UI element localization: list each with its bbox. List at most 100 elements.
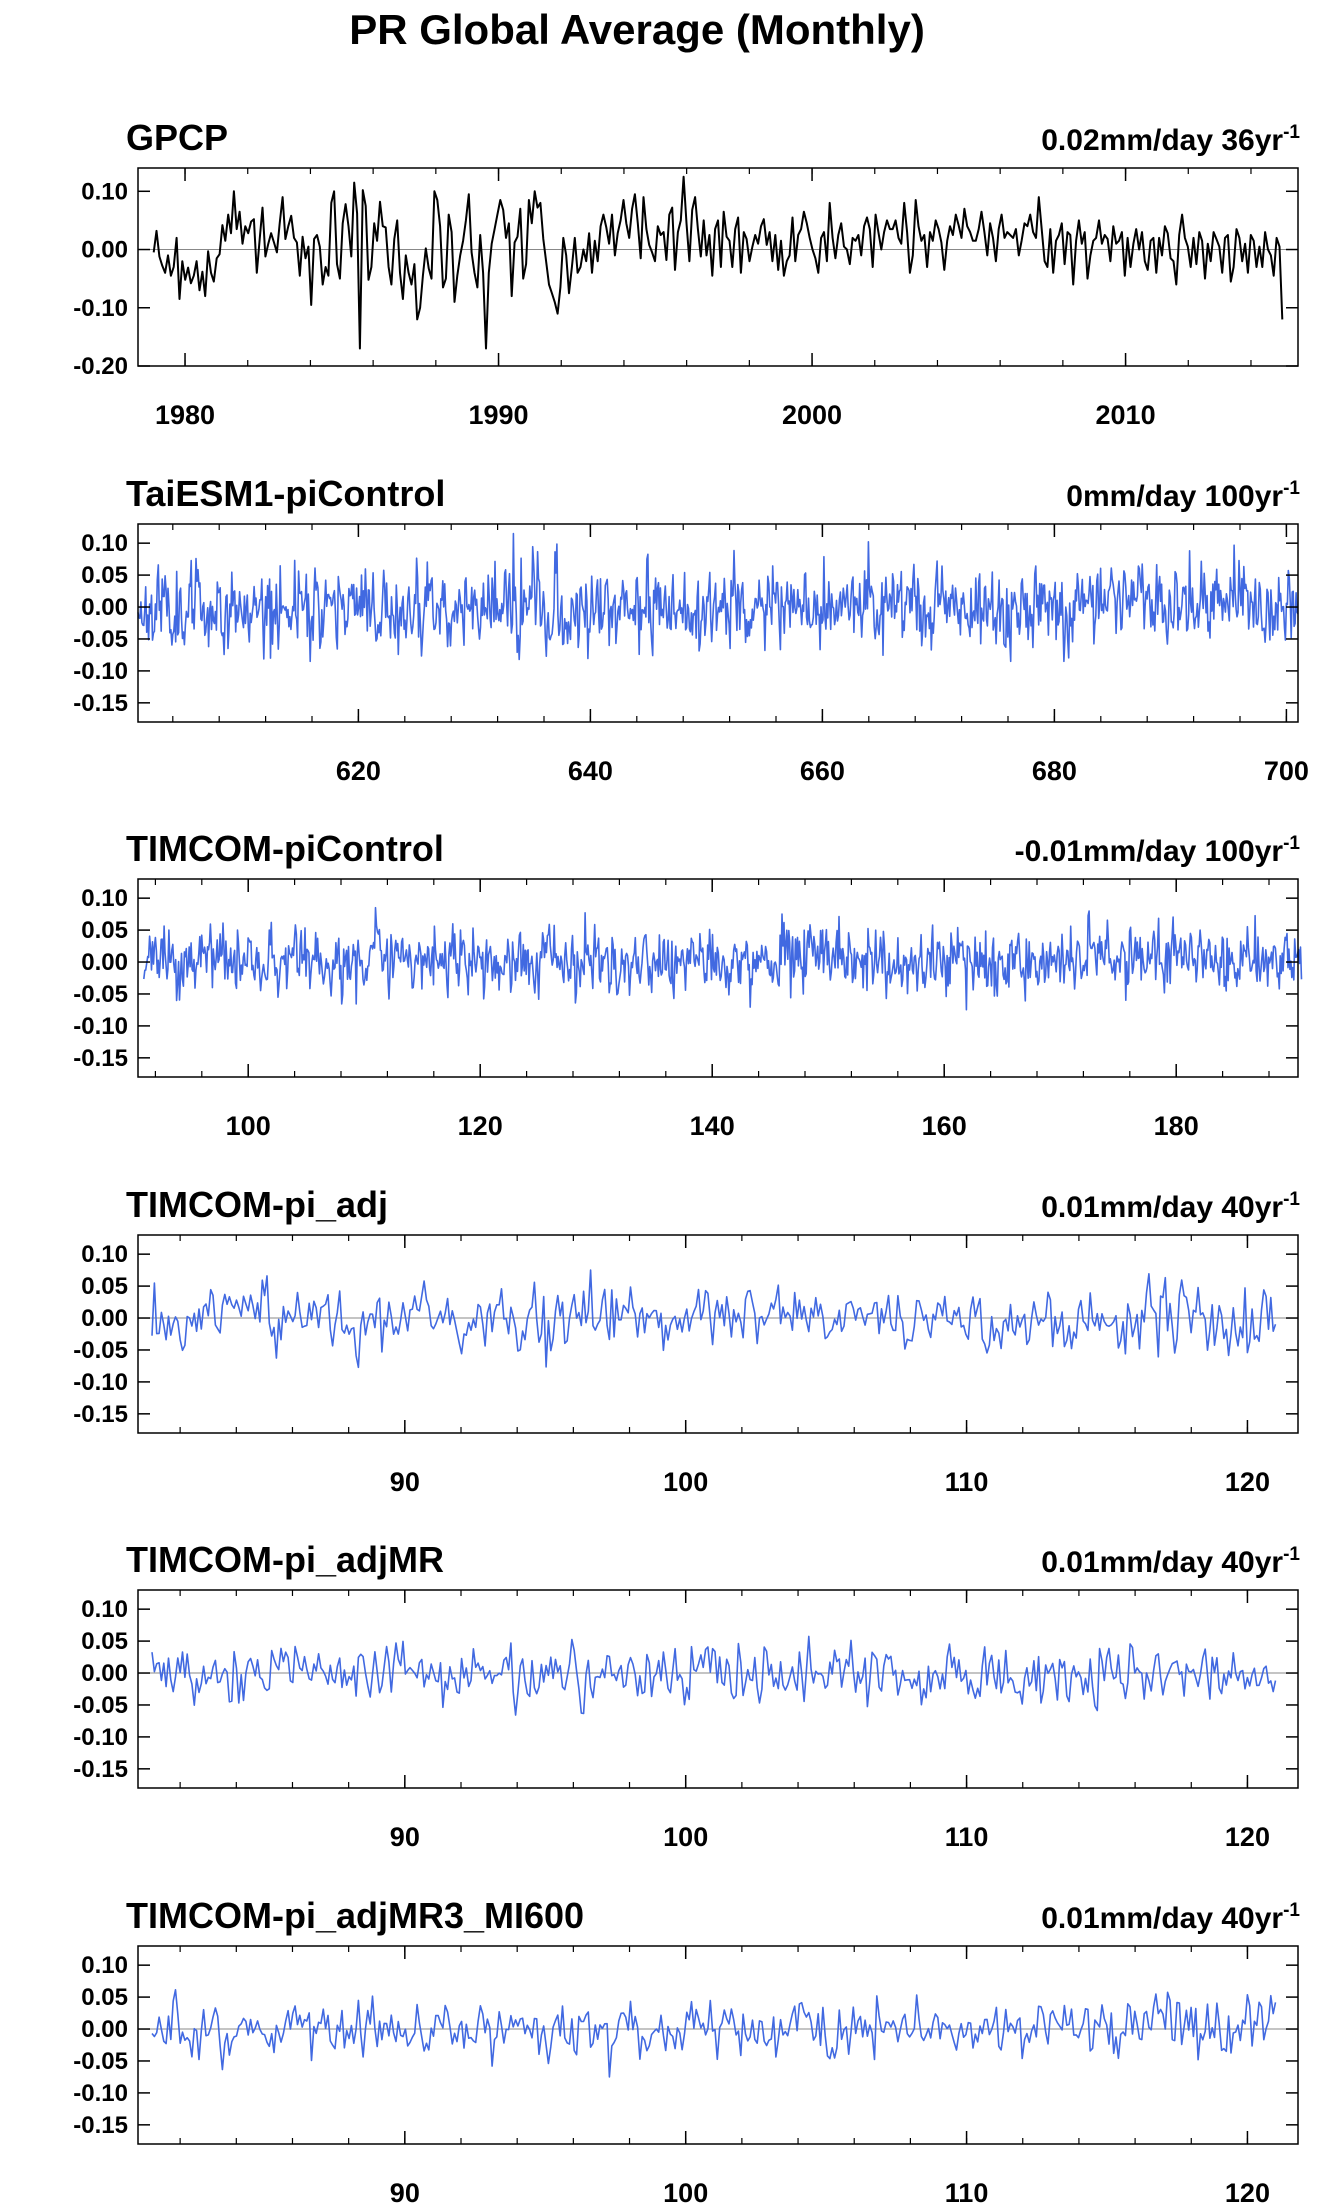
ytick-label: -0.10 — [73, 295, 128, 322]
ytick-label: -0.15 — [73, 1401, 128, 1428]
ytick-label: 0.05 — [81, 562, 128, 589]
panel-title: TIMCOM-piControl — [126, 828, 444, 869]
xtick-label: 620 — [336, 756, 381, 786]
series-line — [151, 1635, 1277, 1716]
xtick-label: 120 — [1225, 1822, 1270, 1852]
panel-title: TIMCOM-pi_adj — [126, 1184, 388, 1225]
ytick-label: 0.10 — [81, 178, 128, 205]
ytick-label: 0.10 — [81, 1952, 128, 1979]
xtick-label: 2010 — [1096, 400, 1156, 430]
ytick-label: 0.00 — [81, 2016, 128, 2043]
panel-title: TIMCOM-pi_adjMR3_MI600 — [126, 1895, 584, 1936]
panel-3: TIMCOM-piControl -0.01mm/day 100yr-1 0.10 0… — [73, 828, 1303, 1141]
ytick-label: -0.05 — [73, 626, 128, 653]
ytick-label: -0.05 — [73, 1692, 128, 1719]
panels: GPCP 0.02mm/day 36yr -1 0.10 0.00 -0.10 -0.20 1… — [73, 117, 1309, 2208]
series-line — [143, 906, 1303, 1011]
ytick-label: -0.05 — [73, 2048, 128, 2075]
panel-4: TIMCOM-pi_adj 0.01mm/day 40yr-1 0.10 0.05 0.… — [73, 1184, 1300, 1497]
xtick-label: 1990 — [469, 400, 529, 430]
ytick-label: -0.05 — [73, 1337, 128, 1364]
ytick-label: -0.15 — [73, 690, 128, 717]
ytick-label: -0.15 — [73, 2112, 128, 2139]
trend-value: 0.01mm/day 40yr — [1041, 1191, 1283, 1224]
ytick-label: 0.05 — [81, 1628, 128, 1655]
ytick-label: -0.10 — [73, 658, 128, 685]
xtick-label: 100 — [663, 1467, 708, 1497]
trend-label: 0.01mm/day 40yr-1 — [1041, 1189, 1300, 1224]
xtick-label: 110 — [945, 1467, 989, 1497]
trend-value: 0.02mm/day 36yr — [1041, 124, 1283, 157]
panel-1: GPCP 0.02mm/day 36yr-1 0.10 0.00 -0.10 -0.20 1… — [73, 117, 1300, 430]
xtick-label: 120 — [1225, 2178, 1270, 2208]
panel-5: TIMCOM-pi_adjMR 0.01mm/day 40yr-1 0.10 0.05… — [73, 1539, 1300, 1852]
xtick-label: 100 — [663, 1822, 708, 1852]
trend-superscript: -1 — [1283, 833, 1300, 854]
ytick-label: 0.10 — [81, 885, 128, 912]
figure-title: PR Global Average (Monthly) — [349, 6, 925, 53]
ytick-label: 0.10 — [81, 530, 128, 557]
trend-label: 0mm/day 100yr-1 — [1066, 478, 1300, 513]
xtick-label: 660 — [800, 756, 845, 786]
xtick-label: 180 — [1154, 1111, 1199, 1141]
xtick-label: 700 — [1264, 756, 1309, 786]
ytick-label: 0.00 — [81, 1305, 128, 1332]
trend-value: 0mm/day 100yr — [1066, 480, 1283, 513]
plot-frame — [137, 1234, 1299, 1434]
trend-superscript: -1 — [1283, 1189, 1300, 1210]
xtick-label: 140 — [690, 1111, 735, 1141]
xtick-label: 160 — [922, 1111, 967, 1141]
xtick-label: 680 — [1032, 756, 1077, 786]
series-line — [151, 1989, 1277, 2078]
ytick-label: 0.05 — [81, 1984, 128, 2011]
trend-label: -0.01mm/day 100yr-1 — [1015, 833, 1301, 868]
ytick-label: -0.10 — [73, 1724, 128, 1751]
xtick-label: 90 — [390, 1822, 420, 1852]
series-line — [137, 532, 1299, 663]
series-line — [152, 175, 1284, 350]
xtick-label: 110 — [945, 1822, 989, 1852]
ytick-label: 0.00 — [81, 594, 128, 621]
ytick-label: 0.10 — [81, 1241, 128, 1268]
trend-label: 0.01mm/day 40yr-1 — [1041, 1544, 1300, 1579]
trend-superscript: -1 — [1283, 1900, 1300, 1921]
xtick-label: 110 — [945, 2178, 989, 2208]
xtick-label: 1980 — [155, 400, 215, 430]
plot-frame — [137, 1945, 1299, 2145]
xtick-label: 100 — [663, 2178, 708, 2208]
ytick-label: -0.10 — [73, 2080, 128, 2107]
plot-frame — [137, 523, 1299, 723]
plot-frame — [137, 1589, 1299, 1789]
ytick-label: 0.05 — [81, 1273, 128, 1300]
ytick-label: -0.05 — [73, 981, 128, 1008]
ytick-label: -0.15 — [73, 1756, 128, 1783]
ytick-label: 0.00 — [81, 1660, 128, 1687]
plot-frame — [137, 167, 1299, 367]
xtick-label: 100 — [226, 1111, 271, 1141]
ytick-label: 0.10 — [81, 1596, 128, 1623]
trend-superscript: -1 — [1283, 1544, 1300, 1565]
panel-6: TIMCOM-pi_adjMR3_MI600 0.01mm/day 40yr-10… — [73, 1895, 1300, 2208]
trend-superscript: -1 — [1283, 478, 1300, 499]
ytick-label: -0.10 — [73, 1369, 128, 1396]
panel-title: GPCP — [126, 117, 228, 158]
ytick-label: -0.10 — [73, 1013, 128, 1040]
trend-label: 0.01mm/day 40yr-1 — [1041, 1900, 1300, 1935]
plot-frame — [137, 878, 1299, 1078]
ytick-label: 0.05 — [81, 917, 128, 944]
xtick-label: 640 — [568, 756, 613, 786]
xtick-label: 2000 — [782, 400, 842, 430]
panel-title: TaiESM1-piControl — [126, 473, 445, 514]
xtick-label: 90 — [390, 1467, 420, 1497]
trend-value: -0.01mm/day 100yr — [1015, 835, 1284, 868]
xtick-label: 90 — [390, 2178, 420, 2208]
ytick-label: -0.15 — [73, 1045, 128, 1072]
ytick-label: -0.20 — [73, 353, 128, 380]
series-line — [151, 1269, 1277, 1369]
panel-title: TIMCOM-pi_adjMR — [126, 1539, 444, 1580]
ytick-label: 0.00 — [81, 949, 128, 976]
trend-value: 0.01mm/day 40yr — [1041, 1902, 1283, 1935]
ytick-label: 0.00 — [81, 237, 128, 264]
trend-value: 0.01mm/day 40yr — [1041, 1546, 1283, 1579]
